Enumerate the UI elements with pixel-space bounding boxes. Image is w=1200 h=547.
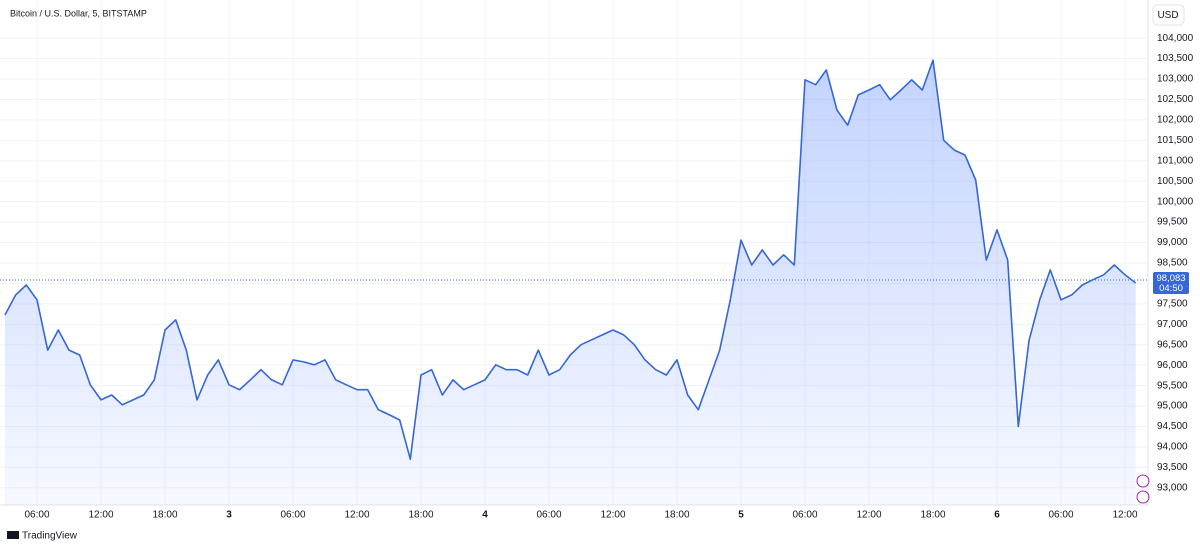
x-tick-label: 06:00 [1048, 510, 1073, 521]
y-tick-label: 97,500 [1157, 298, 1188, 309]
logo [7, 531, 19, 539]
x-tick-label: 06:00 [280, 510, 305, 521]
x-tick-label: 18:00 [408, 510, 433, 521]
y-tick-label: 102,500 [1157, 94, 1194, 105]
x-tick-label: 06:00 [792, 510, 817, 521]
y-tick-label: 101,000 [1157, 155, 1194, 166]
y-tick-label: 103,000 [1157, 74, 1194, 85]
y-tick-label: 101,500 [1157, 135, 1194, 146]
y-tick-label: 93,500 [1157, 462, 1188, 473]
x-tick-label: 12:00 [600, 510, 625, 521]
x-tick-label: 5 [738, 510, 744, 521]
y-tick-label: 100,000 [1157, 196, 1194, 207]
y-tick-label: 94,000 [1157, 442, 1188, 453]
x-tick-label: 12:00 [856, 510, 881, 521]
y-tick-label: 99,500 [1157, 217, 1188, 228]
x-tick-label: 18:00 [152, 510, 177, 521]
chart-title: Bitcoin / U.S. Dollar, 5, BITSTAMP [10, 8, 147, 18]
last-price-label: 98,083 [1156, 273, 1185, 284]
icon-button[interactable] [1136, 490, 1150, 504]
x-tick-label: 06:00 [24, 510, 49, 521]
y-tick-label: 97,000 [1157, 319, 1188, 330]
x-tick-label: 18:00 [664, 510, 689, 521]
y-tick-label: 99,000 [1157, 237, 1188, 248]
x-tick-label: 12:00 [1112, 510, 1137, 521]
x-tick-label: 6 [994, 510, 1000, 521]
last-price-box [1153, 272, 1189, 295]
y-tick-label: 94,500 [1157, 421, 1188, 432]
x-tick-label: 3 [226, 510, 232, 521]
x-tick-label: 12:00 [88, 510, 113, 521]
x-tick-label: 12:00 [344, 510, 369, 521]
x-tick-label: 06:00 [536, 510, 561, 521]
y-tick-label: 98,500 [1157, 258, 1188, 269]
y-tick-label: 104,000 [1157, 33, 1194, 44]
y-tick-label: 96,000 [1157, 360, 1188, 371]
area [5, 60, 1136, 505]
y-tick-label: 103,500 [1157, 53, 1194, 64]
countdown-label: 04:50 [1159, 283, 1183, 294]
y-tick-label: 102,000 [1157, 115, 1194, 126]
brand: TradingView [22, 531, 78, 542]
price-line [4, 59, 1137, 460]
y-tick-label: 100,500 [1157, 176, 1194, 187]
logo-mark [7, 531, 19, 539]
x-tick-label: 4 [482, 510, 488, 521]
y-tick-label: 95,500 [1157, 380, 1188, 391]
currency-label[interactable]: USD [1157, 10, 1178, 21]
icon-button[interactable] [1136, 474, 1150, 488]
currency-button[interactable] [1152, 4, 1185, 26]
y-tick-label: 96,500 [1157, 339, 1188, 350]
x-tick-label: 18:00 [920, 510, 945, 521]
y-tick-label: 95,000 [1157, 401, 1188, 412]
y-tick-label: 93,000 [1157, 482, 1188, 493]
